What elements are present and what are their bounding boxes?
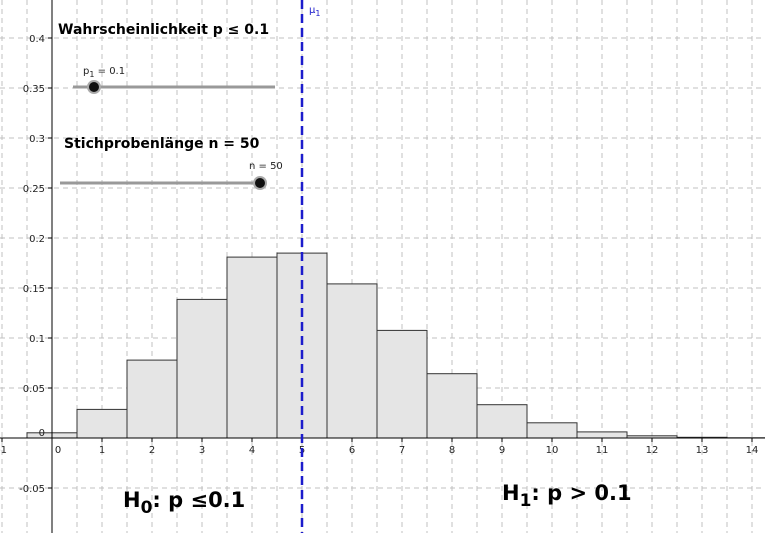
slider-knob[interactable]: [87, 80, 101, 94]
x-tick-label: 14: [746, 445, 759, 456]
slider-label-rest: = 0.1: [94, 66, 125, 77]
slider-n[interactable]: n = 50: [60, 161, 283, 190]
bars: [26, 252, 765, 439]
mean-label-sub: 1: [315, 9, 320, 18]
y-tick-label: 0.05: [23, 384, 45, 395]
h0-base: H: [123, 488, 141, 512]
y-tick-label: 0.25: [23, 184, 45, 195]
bar: [176, 298, 228, 439]
h1-sub: 1: [520, 491, 532, 511]
x-tick-label: 12: [646, 445, 659, 456]
y-tick-label: 0.1: [29, 334, 45, 345]
x-tick-label: 7: [399, 445, 405, 456]
x-tick-label: 1: [99, 445, 105, 456]
x-tick-label: 13: [696, 445, 709, 456]
slider-label: p1 = 0.1: [83, 66, 125, 79]
h0-label: H0: p ≤0.1: [123, 488, 245, 518]
x-tick-label: 8: [449, 445, 455, 456]
bar: [476, 404, 528, 439]
y-tick-label: 0.35: [23, 84, 45, 95]
y-tick-label: 0: [39, 428, 45, 439]
x-tick-label: 6: [349, 445, 355, 456]
slider-label-sub: 1: [89, 70, 94, 79]
h1-rest: : p > 0.1: [531, 481, 631, 505]
y-tick-label: 0.4: [29, 34, 45, 45]
h1-base: H: [502, 481, 520, 505]
mean-label: μ1: [309, 5, 320, 18]
h0-rest: : p ≤0.1: [152, 488, 245, 512]
x-tick-label: 2: [149, 445, 155, 456]
x-tick-label: -1: [0, 445, 7, 456]
bar: [526, 422, 578, 439]
x-tick-label: 11: [596, 445, 609, 456]
slider-label-base: p: [83, 66, 89, 77]
bar: [426, 373, 478, 439]
h0-sub: 0: [141, 498, 153, 518]
bar: [576, 431, 628, 439]
bar: [126, 359, 178, 439]
mean-label-base: μ: [309, 5, 316, 16]
y-tick-label: 0.3: [29, 134, 45, 145]
x-tick-label: 4: [249, 445, 255, 456]
x-tick-label: 10: [546, 445, 559, 456]
y-tick-label: 0.2: [29, 234, 45, 245]
bar: [326, 283, 378, 439]
bar: [226, 256, 278, 439]
bar: [76, 408, 128, 439]
sample-size-title: Stichprobenlänge n = 50: [64, 136, 260, 152]
bar: [376, 329, 428, 439]
y-tick-label: -0.05: [19, 484, 45, 495]
probability-title: Wahrscheinlichkeit p ≤ 0.1: [58, 22, 269, 38]
h1-label: H1: p > 0.1: [502, 481, 632, 511]
x-tick-label: 9: [499, 445, 505, 456]
slider-label: n = 50: [249, 161, 283, 172]
x-tick-label: 0: [55, 445, 61, 456]
x-tick-label: 3: [199, 445, 205, 456]
slider-p[interactable]: p1 = 0.1: [73, 66, 275, 94]
y-tick-label: 0.15: [23, 284, 45, 295]
slider-knob[interactable]: [253, 176, 267, 190]
